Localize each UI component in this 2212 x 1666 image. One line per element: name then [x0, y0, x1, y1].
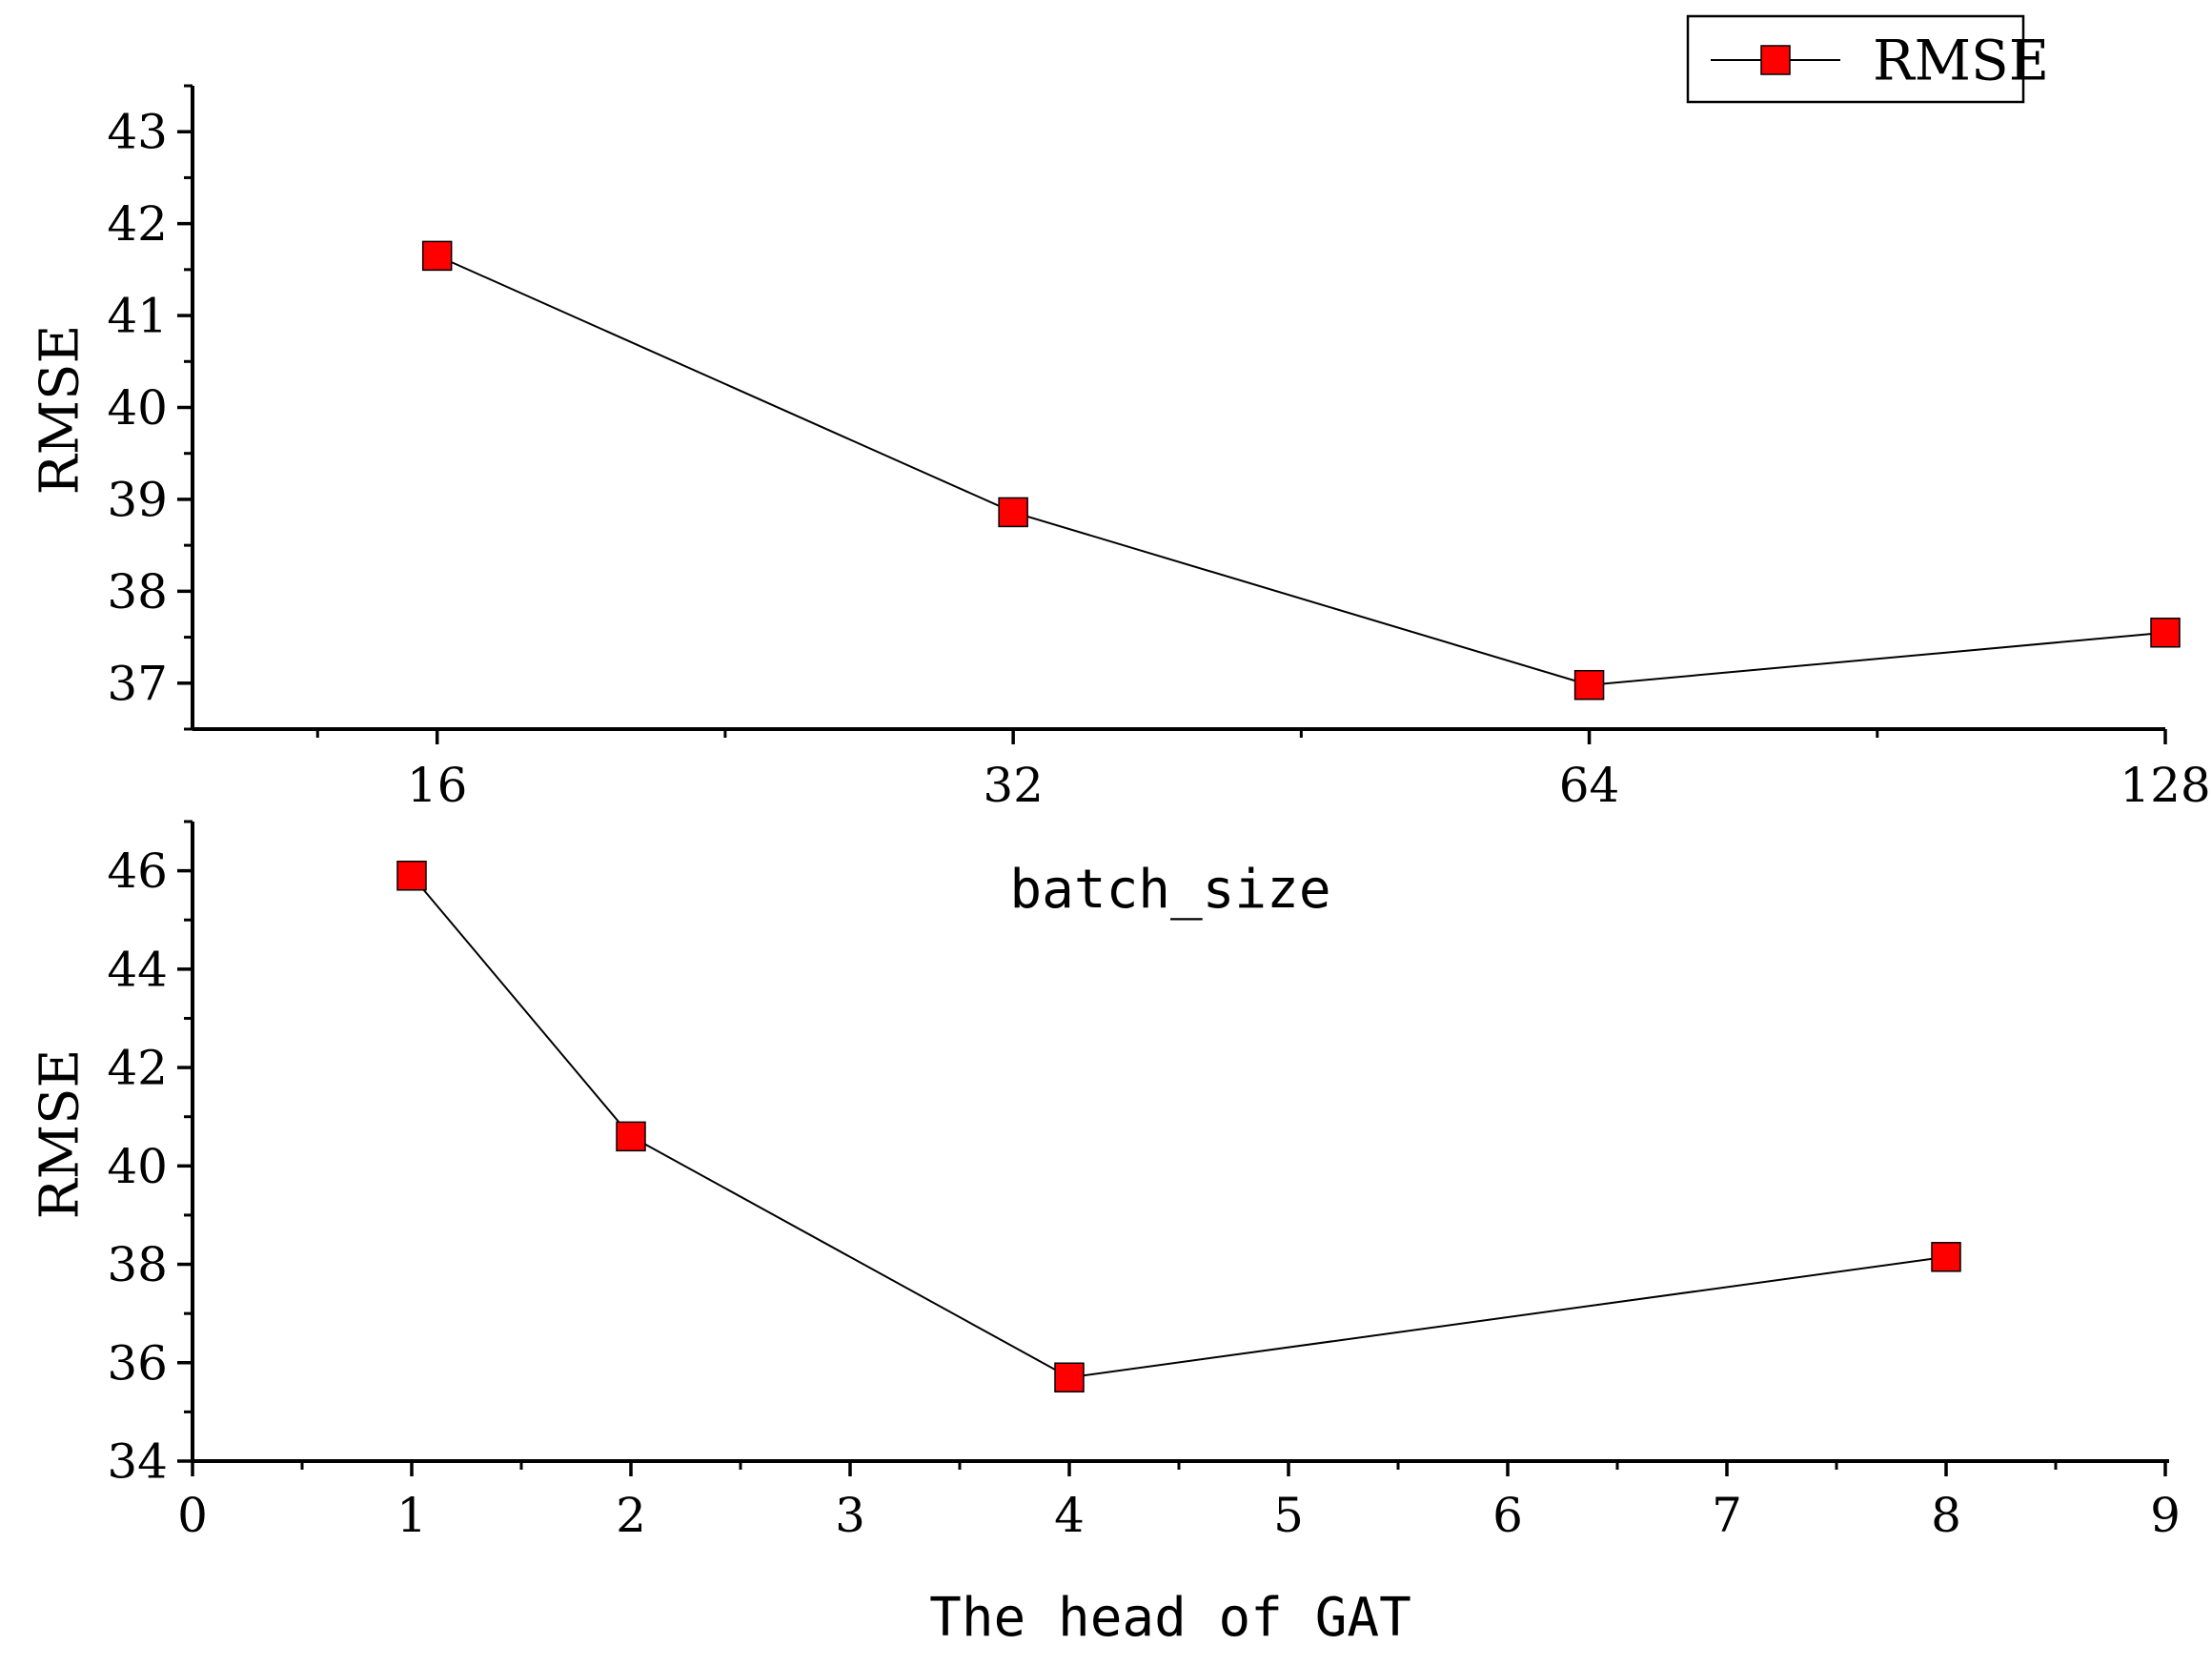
x-tick-label: 1: [396, 1488, 427, 1543]
x-axis-title: The head of GAT: [929, 1587, 1411, 1649]
x-tick-label: 2: [616, 1488, 646, 1543]
legend-marker: [1760, 45, 1791, 75]
x-axis-ticks: 16 32 64 128: [315, 729, 2211, 813]
y-tick-label: 44: [107, 942, 168, 997]
x-tick-label: 5: [1273, 1488, 1304, 1543]
y-axis-ticks: 37 38 39 40 41 42 43: [107, 84, 193, 731]
y-tick-label: 40: [107, 1139, 168, 1194]
y-axis-title: RMSE: [30, 325, 91, 496]
y-tick-label: 36: [107, 1335, 168, 1391]
y-tick-label: 42: [107, 196, 168, 252]
series-line: [411, 875, 1947, 1379]
y-tick-label: 41: [107, 289, 168, 344]
x-tick-label: 128: [2120, 758, 2210, 813]
y-tick-label: 38: [107, 1237, 168, 1292]
y-tick-label: 39: [107, 472, 168, 527]
y-tick-label: 42: [107, 1041, 168, 1096]
series-rmse: [396, 861, 1961, 1393]
legend[interactable]: RMSE: [1686, 14, 2049, 104]
x-tick-label: 7: [1712, 1488, 1742, 1543]
x-tick-label: 6: [1492, 1488, 1523, 1543]
legend-entry-rmse: RMSE: [1873, 28, 2049, 92]
x-tick-label: 4: [1054, 1488, 1085, 1543]
data-point: [998, 497, 1028, 528]
series-rmse: [421, 240, 2181, 701]
data-point: [1573, 669, 1605, 701]
y-tick-label: 37: [107, 656, 168, 711]
x-tick-label: 0: [177, 1488, 208, 1543]
x-tick-label: 3: [835, 1488, 865, 1543]
y-tick-label: 38: [107, 564, 168, 620]
y-tick-label: 43: [107, 105, 168, 160]
data-point: [1931, 1242, 1961, 1272]
x-axis-title: batch_size: [1009, 859, 1330, 921]
y-tick-label: 46: [107, 843, 168, 899]
data-point: [2150, 618, 2181, 648]
y-tick-label: 40: [107, 380, 168, 436]
data-point: [616, 1121, 646, 1152]
data-point: [1054, 1362, 1085, 1393]
x-axis-ticks: 0 1 2 3 4 5 6 7 8 9: [177, 1461, 2181, 1543]
x-tick-label: 32: [983, 758, 1044, 813]
x-tick-label: 64: [1559, 758, 1620, 813]
data-point: [421, 240, 453, 272]
chart-panel-batch-size: 37 38 39 40 41 42 43 16 32 64 128 RMSE batch_size: [30, 84, 2211, 921]
x-tick-label: 16: [407, 758, 468, 813]
y-tick-label: 34: [107, 1434, 168, 1490]
data-point: [396, 861, 427, 891]
y-axis-ticks: 34 36 38 40 42 44 46: [107, 820, 193, 1490]
y-axis-title: RMSE: [30, 1049, 91, 1220]
x-tick-label: 9: [2150, 1488, 2181, 1543]
x-tick-label: 8: [1931, 1488, 1961, 1543]
series-line: [436, 254, 2166, 686]
